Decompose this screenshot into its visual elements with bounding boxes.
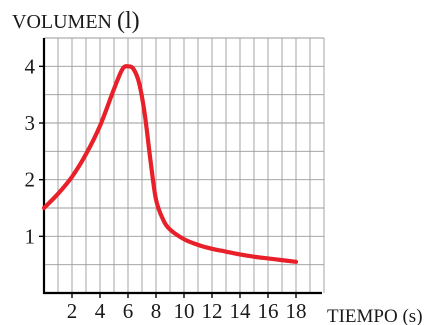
y-axis-title: VOLUMEN (l) — [12, 8, 140, 34]
x-tick-label: 6 — [123, 299, 134, 323]
x-tick-label: 18 — [286, 299, 307, 323]
y-tick-label: 4 — [25, 54, 36, 78]
y-axis-title-caps: VOLUMEN — [12, 11, 112, 33]
x-tick-label: 8 — [151, 299, 162, 323]
grid — [44, 37, 325, 293]
x-tick-label: 14 — [230, 299, 252, 323]
x-tick-label: 2 — [67, 299, 78, 323]
y-tick-label: 2 — [25, 168, 36, 192]
x-tick-label: 16 — [258, 299, 279, 323]
series — [41, 64, 299, 264]
y-axis-title-unit: (l) — [117, 8, 140, 34]
axes — [42, 38, 322, 295]
y-tick-label: 1 — [25, 224, 36, 248]
volume-curve — [41, 64, 299, 264]
x-tick-label: 10 — [174, 299, 195, 323]
x-tick-label: 12 — [202, 299, 223, 323]
x-tick-label: 4 — [95, 299, 106, 323]
x-axis-title: TIEMPO (s) — [327, 306, 423, 325]
y-tick-label: 3 — [25, 111, 36, 135]
